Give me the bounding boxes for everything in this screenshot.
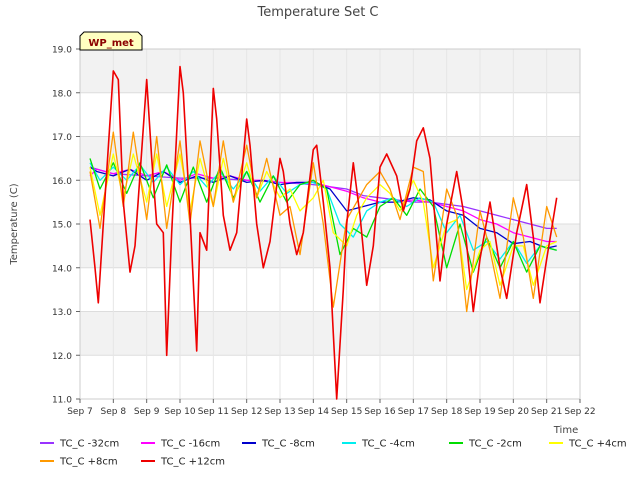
series-line-tc-c-+12cm <box>89 65 558 400</box>
legend-label: TC_C -8cm <box>261 439 315 450</box>
annotation-text: WP_met <box>88 38 134 49</box>
x-axis-label: Time <box>553 425 578 436</box>
x-tick-label: Sep 14 <box>298 407 330 417</box>
x-tick-label: Sep 18 <box>431 407 463 417</box>
x-tick-label: Sep 21 <box>531 407 562 417</box>
x-axis: Sep 7 Sep 8 Sep 9 Sep 10 Sep 11 Sep 12 Sep 13 S… <box>67 399 596 417</box>
legend-label: TC_C -2cm <box>468 439 522 450</box>
series-line-tc-c-+8cm <box>89 131 558 313</box>
legend-label: TC_C +8cm <box>59 457 118 468</box>
y-tick-label: 11.0 <box>52 396 72 406</box>
x-tick-label: Sep 17 <box>398 407 429 417</box>
series-line-tc-c-+4cm <box>89 153 557 291</box>
legend-label: TC_C -16cm <box>160 439 220 450</box>
y-tick-label: 15.0 <box>52 221 72 231</box>
chart-title: Temperature Set C <box>256 5 378 20</box>
annotation-box <box>79 31 143 51</box>
y-tick-label: 16.0 <box>52 177 72 187</box>
y-axis-label: Temperature (C) <box>9 183 20 265</box>
y-tick-label: 18.0 <box>52 89 72 99</box>
x-tick-label: Sep 11 <box>198 407 229 417</box>
x-tick-label: Sep 9 <box>134 407 160 417</box>
legend-label: TC_C -4cm <box>361 439 415 450</box>
legend-label: TC_C +4cm <box>568 439 627 450</box>
annotation-wp-met: WP_met <box>79 31 143 51</box>
plot-band <box>80 355 580 399</box>
y-axis: 11.0 12.0 13.0 14.0 15.0 16.0 17.0 18.0 19.0 <box>52 46 80 406</box>
plot-band <box>80 311 580 356</box>
y-tick-label: 17.0 <box>52 133 72 143</box>
x-tick-label: Sep 15 <box>331 407 362 417</box>
legend-label: TC_C -32cm <box>59 439 119 450</box>
x-tick-label: Sep 16 <box>364 407 396 417</box>
x-tick-label: Sep 19 <box>464 407 496 417</box>
x-tick-label: Sep 8 <box>101 407 127 417</box>
series-line-tc-c--2cm <box>89 158 557 273</box>
legend: TC_C -32cm TC_C -16cm TC_C -8cm TC_C -4cm TC… <box>40 439 627 468</box>
legend-label: TC_C +12cm <box>160 457 225 468</box>
y-tick-label: 14.0 <box>52 264 72 274</box>
x-tick-label: Sep 12 <box>231 407 262 417</box>
x-tick-label: Sep 22 <box>564 407 595 417</box>
y-tick-label: 12.0 <box>52 352 72 362</box>
plot-band <box>80 92 580 137</box>
y-tick-label: 19.0 <box>52 46 72 56</box>
x-tick-label: Sep 20 <box>498 407 530 417</box>
y-tick-label: 13.0 <box>52 308 72 318</box>
plot-band <box>80 49 580 93</box>
x-tick-label: Sep 10 <box>164 407 196 417</box>
series-layer <box>89 65 558 400</box>
x-tick-label: Sep 7 <box>67 407 93 417</box>
x-tick-label: Sep 13 <box>264 407 295 417</box>
